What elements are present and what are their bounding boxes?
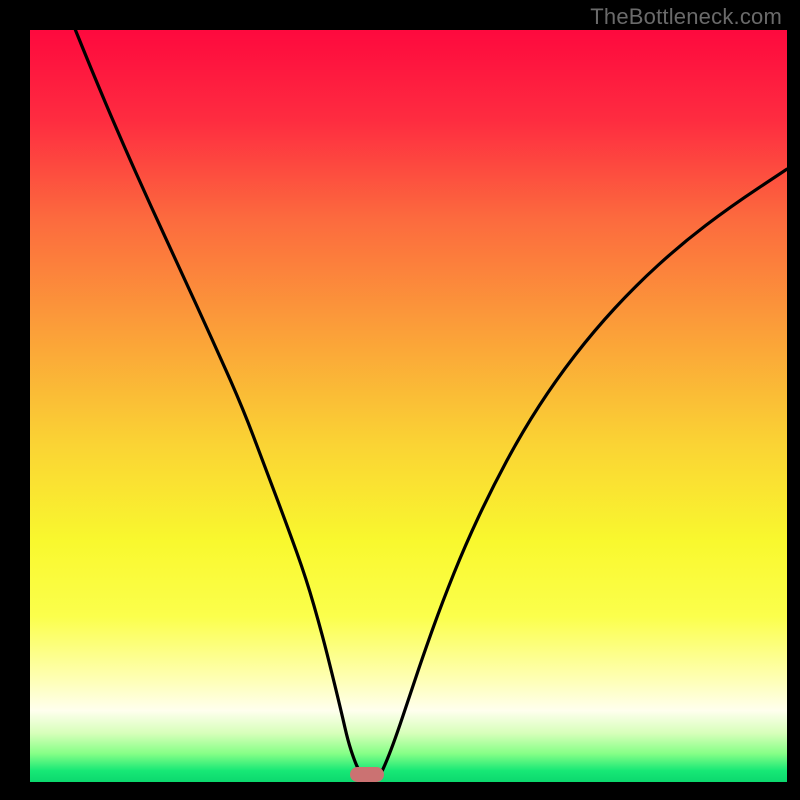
watermark-text: TheBottleneck.com: [590, 4, 782, 30]
bottleneck-curve: [30, 30, 787, 782]
current-position-marker: [350, 767, 384, 782]
outer-frame: TheBottleneck.com: [0, 0, 800, 800]
plot-area: [30, 30, 787, 782]
